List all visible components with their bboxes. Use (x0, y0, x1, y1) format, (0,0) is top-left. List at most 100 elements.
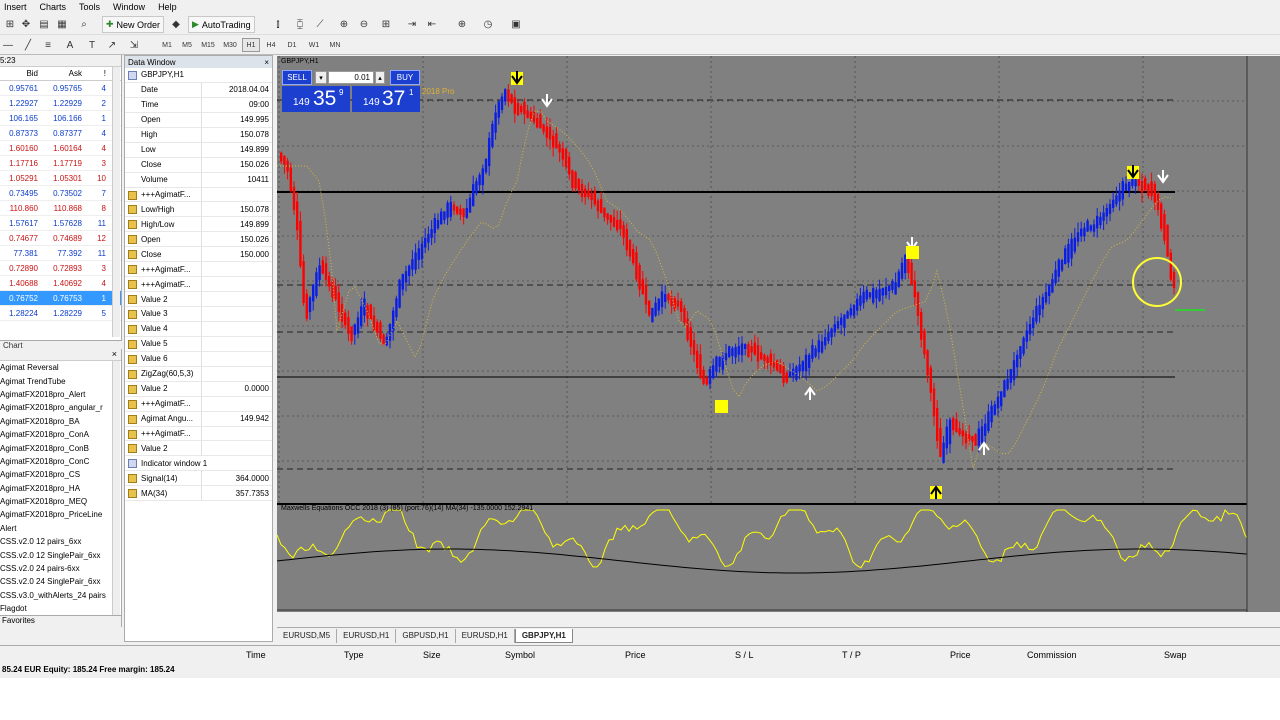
ask-header[interactable]: Ask (68, 69, 82, 78)
close-icon[interactable]: × (264, 57, 269, 67)
navigator-item[interactable]: Agimat TrendTube (0, 376, 66, 386)
navigator-item[interactable]: AgimatFX2018pro_PriceLine (0, 510, 103, 520)
navigator-scrollbar[interactable] (112, 361, 120, 617)
spread-header[interactable]: ! (103, 69, 106, 78)
buy-price-box[interactable]: 149 37 1 (352, 86, 420, 112)
market-watch-scrollbar[interactable] (112, 67, 120, 337)
hline-icon[interactable]: ≡ (45, 39, 51, 51)
bar-chart-icon[interactable]: ⫾ (276, 18, 280, 30)
close-icon[interactable]: × (111, 349, 117, 359)
line-chart-icon[interactable]: ⟋ (316, 18, 324, 30)
market-watch-row[interactable]: 0.95761 0.95765 4 (0, 81, 121, 96)
market-watch-row[interactable]: 1.57617 1.57628 11 (0, 216, 121, 231)
market-watch-row[interactable]: 1.40688 1.40692 4 (0, 276, 121, 291)
navigator-item[interactable]: AgimatFX2018pro_CS (0, 470, 81, 480)
navigator-item[interactable]: CSS.v2.0 12 SinglePair_6xx (0, 550, 101, 560)
profiles-icon[interactable]: ✥ (21, 18, 31, 30)
navigator-item[interactable]: Alert (0, 523, 17, 533)
col-time[interactable]: Time (246, 650, 266, 660)
price-chart-svg[interactable]: 27 Mar 201827 Mar 14:0027 Mar 22:0028 Ma… (277, 56, 1280, 612)
navigator-item[interactable]: CSS.v2.0 24 pairs-6xx (0, 564, 80, 574)
market-watch-tab[interactable]: Chart (0, 340, 122, 351)
col-symbol[interactable]: Symbol (505, 650, 536, 660)
lot-dropdown[interactable]: ▾ (315, 71, 327, 84)
data-window-icon[interactable]: ▦ (57, 18, 67, 30)
navigator-item[interactable]: AgimatFX2018pro_ConA (0, 430, 89, 440)
menu-tools[interactable]: Tools (79, 1, 101, 12)
market-watch-row[interactable]: 0.74677 0.74689 12 (0, 231, 121, 246)
tf-mn[interactable]: MN (329, 41, 341, 49)
new-chart-icon[interactable]: ⊞ (5, 18, 15, 30)
crosshair-icon[interactable]: — (3, 39, 13, 51)
navigator-item[interactable]: AgimatFX2018pro_HA (0, 483, 81, 493)
sell-price-box[interactable]: 149 35 9 (282, 86, 350, 112)
navigator-item[interactable]: AgimatFX2018pro_ConB (0, 443, 89, 453)
sell-button[interactable]: SELL (282, 70, 312, 85)
tf-m5[interactable]: M5 (182, 41, 192, 49)
navigator-item[interactable]: AgimatFX2018pro_angular_r (0, 403, 103, 413)
zoom-in-icon[interactable]: ⊕ (339, 18, 349, 30)
text-icon[interactable]: A (66, 39, 74, 51)
market-watch-row[interactable]: 110.860 110.868 8 (0, 201, 121, 216)
templates-icon[interactable]: ▣ (511, 18, 521, 30)
lot-size-input[interactable]: 0.01 (328, 71, 374, 84)
tile-windows-icon[interactable]: ⊞ (381, 18, 391, 30)
tab-eurusd-m5[interactable]: EURUSD,M5 (277, 628, 338, 643)
col-price2[interactable]: Price (950, 650, 971, 660)
market-watch-row[interactable]: 1.22927 1.22929 2 (0, 96, 121, 111)
navigator-item[interactable]: AgimatFX2018pro_Alert (0, 389, 86, 399)
market-watch-icon[interactable]: ▤ (39, 18, 49, 30)
navigator-item[interactable]: Agimat Reversal (0, 363, 59, 373)
label-icon[interactable]: T (88, 39, 96, 51)
tab-eurusd-h1-2[interactable]: EURUSD,H1 (456, 628, 515, 643)
menu-window[interactable]: Window (113, 1, 146, 12)
col-swap[interactable]: Swap (1164, 650, 1187, 660)
market-watch-row[interactable]: 1.05291 1.05301 10 (0, 171, 121, 186)
bid-header[interactable]: Bid (26, 69, 38, 78)
trendline-icon[interactable]: ╱ (24, 39, 32, 51)
navigator-item[interactable]: CSS.v2.0 24 SinglePair_6xx (0, 577, 101, 587)
metaeditor-icon[interactable]: ◆ (172, 18, 180, 30)
market-watch-row[interactable]: 0.72890 0.72893 3 (0, 261, 121, 276)
strategy-tester-icon[interactable]: ⌕ (81, 18, 87, 30)
tf-m1[interactable]: M1 (162, 41, 172, 49)
tf-w1[interactable]: W1 (308, 41, 320, 49)
autotrading-button[interactable]: ▶ AutoTrading (188, 16, 255, 33)
zoom-out-icon[interactable]: ⊖ (359, 18, 369, 30)
tf-m15[interactable]: M15 (201, 41, 215, 49)
buy-button[interactable]: BUY (390, 70, 420, 85)
market-watch-row[interactable]: 1.17716 1.17719 3 (0, 156, 121, 171)
tf-d1[interactable]: D1 (287, 41, 297, 49)
indicators-icon[interactable]: ⊕ (457, 18, 467, 30)
tab-eurusd-h1[interactable]: EURUSD,H1 (337, 628, 397, 643)
periods-icon[interactable]: ◷ (483, 18, 493, 30)
chart-window[interactable]: 27 Mar 201827 Mar 14:0027 Mar 22:0028 Ma… (277, 56, 1280, 612)
col-size[interactable]: Size (423, 650, 441, 660)
autoscroll-icon[interactable]: ⇤ (427, 18, 437, 30)
tf-m30[interactable]: M30 (223, 41, 237, 49)
tf-h4[interactable]: H4 (266, 41, 276, 49)
navigator-item[interactable]: AgimatFX2018pro_MEQ (0, 497, 88, 507)
col-tp[interactable]: T / P (842, 650, 861, 660)
col-commission[interactable]: Commission (1027, 650, 1077, 660)
tf-h1[interactable]: H1 (242, 38, 260, 52)
navigator-item[interactable]: CSS.v3.0_withAlerts_24 pairs (0, 590, 106, 600)
col-type[interactable]: Type (344, 650, 364, 660)
market-watch-row[interactable]: 77.381 77.392 11 (0, 246, 121, 261)
tab-gbpusd-h1[interactable]: GBPUSD,H1 (396, 628, 456, 643)
new-order-button[interactable]: ✚ New Order (102, 16, 165, 33)
menu-insert[interactable]: Insert (4, 1, 27, 12)
objects-icon[interactable]: ⇲ (129, 39, 139, 51)
market-watch-row[interactable]: 0.73495 0.73502 7 (0, 186, 121, 201)
market-watch-row[interactable]: 106.165 106.166 1 (0, 111, 121, 126)
market-watch-row[interactable]: 0.76752 0.76753 1 (0, 291, 121, 306)
navigator-item[interactable]: Flagdot (0, 604, 27, 614)
lot-stepper[interactable]: ▴ (375, 71, 385, 84)
arrow-icon[interactable]: ↗ (107, 39, 117, 51)
market-watch-row[interactable]: 1.28224 1.28229 5 (0, 306, 121, 321)
col-price[interactable]: Price (625, 650, 646, 660)
tab-gbpjpy-h1[interactable]: GBPJPY,H1 (514, 628, 573, 643)
col-sl[interactable]: S / L (735, 650, 754, 660)
market-watch-row[interactable]: 1.60160 1.60164 4 (0, 141, 121, 156)
favorites-tab[interactable]: Favorites (0, 615, 121, 627)
